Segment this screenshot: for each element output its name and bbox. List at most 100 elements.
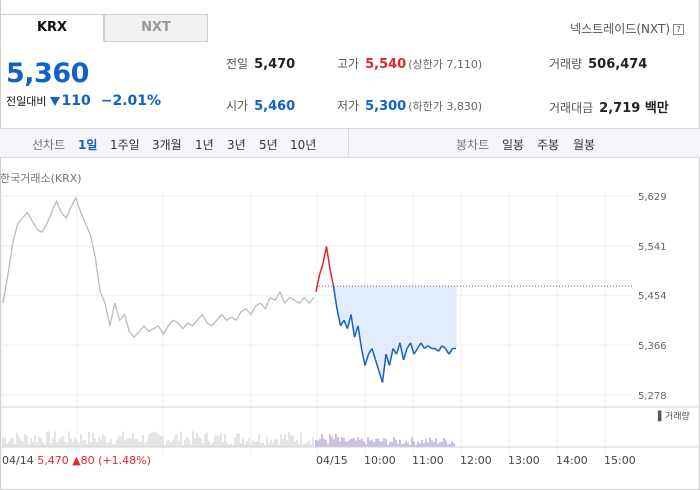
today-line-down — [395, 342, 401, 355]
exchange-label: 한국거래소(KRX) — [0, 172, 82, 185]
change-label: 전일대비 — [6, 95, 47, 108]
stat-prev-close: 전일 5,470 — [226, 55, 295, 72]
tab-nxt[interactable]: NXT — [104, 14, 208, 42]
stat-value: 506,474 — [588, 57, 648, 72]
y-tick-label: 5,366 — [638, 341, 667, 352]
x-tick-label: 13:00 — [508, 454, 540, 467]
today-line-down — [353, 325, 359, 338]
today-line-down — [416, 342, 422, 349]
nxt-link-label[interactable]: 넥스트레이드(NXT) — [570, 22, 670, 36]
stat-value: 5,470 — [254, 57, 296, 72]
candle-daily[interactable]: 일봉 — [502, 138, 525, 152]
price-chart[interactable]: 5,629 5,541 5,454 5,366 5,278 ▌거래량 04/15 10:00 1… — [0, 185, 700, 485]
today-line-down — [420, 342, 426, 349]
nxt-link[interactable]: 넥스트레이드(NXT)? — [570, 20, 684, 37]
today-line-down — [399, 342, 405, 361]
today-line-down — [392, 348, 398, 355]
stat-high: 고가 5,540 (상한가 7,110) — [337, 55, 482, 72]
below-prev-close-area — [316, 286, 456, 383]
x-tick-label: 14:00 — [556, 454, 588, 467]
footer-change: 5,470 ▲80 (+1.48%) — [37, 454, 151, 467]
y-tick-label: 5,541 — [638, 242, 667, 253]
today-line-down — [444, 348, 450, 355]
today-line-down — [448, 348, 454, 355]
y-tick-label: 5,454 — [638, 291, 667, 302]
candle-monthly[interactable]: 월봉 — [573, 138, 596, 152]
today-line-up — [322, 246, 328, 264]
period-1y[interactable]: 1년 — [195, 138, 214, 152]
price-change: 전일대비 110 −2.01% — [6, 93, 161, 109]
today-line-down — [346, 314, 352, 329]
lower-limit: (하한가 3,830) — [408, 100, 483, 113]
today-line-down — [381, 354, 387, 383]
chart-toolbar: 선차트 1일 1주일 3개월 1년 3년 5년 10년 봉차트 일봉 주봉 월봉 — [0, 128, 700, 158]
tab-krx[interactable]: KRX — [0, 14, 104, 42]
period-1d[interactable]: 1일 — [78, 138, 98, 152]
today-line-down — [364, 353, 370, 366]
stat-label: 시가 — [226, 99, 249, 113]
today-line-up — [325, 246, 331, 270]
change-percent: −2.01% — [100, 93, 162, 109]
y-tick-label: 5,629 — [638, 192, 667, 203]
period-3y[interactable]: 3년 — [227, 138, 246, 152]
change-amount: 110 — [61, 93, 91, 109]
stat-open: 시가 5,460 — [226, 97, 295, 114]
current-price: 5,360 — [6, 58, 89, 89]
stat-value: 5,540 — [365, 57, 407, 72]
today-line-up — [329, 268, 335, 287]
period-3m[interactable]: 3개월 — [152, 138, 182, 152]
stat-label: 거래대금 — [549, 101, 594, 115]
down-arrow-icon — [50, 96, 61, 106]
volume-legend: ▌거래량 — [657, 410, 690, 422]
help-icon[interactable]: ? — [673, 24, 684, 35]
y-tick-label: 5,278 — [638, 391, 667, 402]
prev-day-line — [2, 196, 315, 339]
today-line-down — [409, 342, 415, 355]
x-tick-label: 10:00 — [364, 454, 396, 467]
today-line-down — [336, 308, 342, 326]
stat-value: 5,460 — [254, 99, 296, 114]
stat-low: 저가 5,300 (하한가 3,830) — [337, 97, 482, 114]
candle-weekly[interactable]: 주봉 — [537, 138, 560, 152]
today-line-down — [437, 345, 443, 352]
period-1w[interactable]: 1주일 — [110, 138, 140, 152]
stat-trade-value: 거래대금 2,719 백만 — [549, 97, 669, 116]
today-line-down — [360, 348, 366, 366]
today-line-down — [367, 348, 373, 355]
toolbar-divider — [348, 129, 349, 157]
prev-day-footer: 04/14 5,470 ▲80 (+1.48%) — [2, 454, 151, 467]
today-line-down — [413, 348, 419, 355]
stat-label: 고가 — [337, 57, 360, 71]
period-5y[interactable]: 5년 — [259, 138, 278, 152]
today-line-down — [378, 370, 384, 383]
today-line-down — [339, 319, 345, 327]
period-10y[interactable]: 10년 — [290, 138, 317, 152]
candle-chart-label: 봉차트 — [456, 138, 490, 152]
market-tabs: KRX NXT — [0, 14, 208, 42]
today-line-up — [315, 274, 321, 292]
today-line-down — [402, 348, 408, 361]
today-line-down — [350, 314, 356, 338]
today-line-down — [371, 348, 377, 361]
upper-limit: (상한가 7,110) — [408, 58, 483, 71]
footer-date: 04/14 — [2, 454, 37, 467]
stat-value: 5,300 — [365, 99, 407, 114]
today-line-down — [343, 319, 349, 329]
x-tick-label: 11:00 — [412, 454, 444, 467]
today-line-down — [374, 359, 380, 372]
today-line-down — [441, 345, 446, 350]
x-tick-label: 12:00 — [460, 454, 492, 467]
today-line-down — [388, 348, 394, 366]
stat-volume: 거래량 506,474 — [549, 55, 647, 72]
line-chart-label: 선차트 — [32, 138, 66, 152]
today-line-down — [332, 286, 338, 309]
stat-label: 전일 — [226, 57, 249, 71]
today-line-down — [385, 353, 391, 366]
today-line-down — [406, 342, 412, 349]
today-line-down — [427, 345, 432, 350]
stat-value: 2,719 백만 — [599, 101, 669, 116]
stat-label: 거래량 — [549, 57, 583, 71]
stat-label: 저가 — [337, 99, 360, 113]
today-line-down — [424, 345, 429, 350]
today-line-down — [357, 325, 363, 349]
